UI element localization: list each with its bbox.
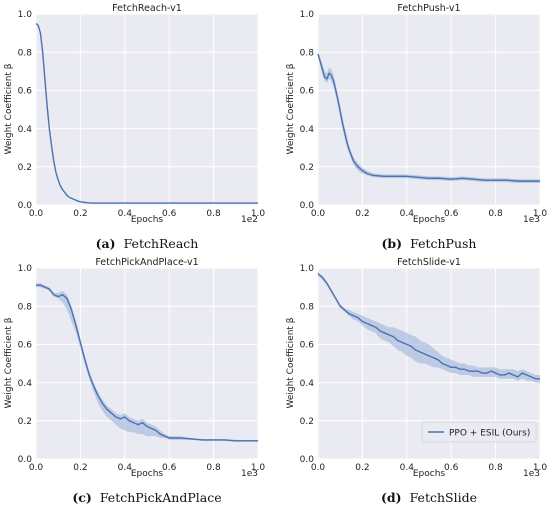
y-axis-label: Weight Coefficient β bbox=[286, 63, 296, 154]
series-line bbox=[317, 53, 540, 182]
caption-d: (d) FetchSlide bbox=[381, 490, 477, 505]
chart-title: FetchSlide-v1 bbox=[397, 257, 461, 268]
y-tick-label: 0.4 bbox=[300, 379, 315, 389]
x-scale-label: 1e3 bbox=[241, 469, 258, 479]
series-line bbox=[35, 23, 258, 204]
y-tick-label: 0.2 bbox=[18, 163, 32, 173]
y-tick-label: 0.4 bbox=[18, 379, 33, 389]
y-tick-label: 1.0 bbox=[18, 264, 33, 274]
legend-entry: PPO + ESIL (Ours) bbox=[449, 429, 530, 439]
caption-b: (b) FetchPush bbox=[382, 236, 477, 251]
caption-c: (c) FetchPickAndPlace bbox=[72, 490, 221, 505]
panel-c: FetchPickAndPlace-v1 0.00.20.40.60.81.0 … bbox=[4, 257, 265, 479]
caption-a: (a) FetchReach bbox=[96, 236, 199, 251]
x-scale-label: 1e3 bbox=[523, 215, 540, 225]
y-tick-label: 0.6 bbox=[18, 341, 33, 351]
y-tick-label: 0.8 bbox=[18, 48, 33, 58]
legend-box bbox=[421, 421, 537, 443]
y-tick-label: 0.4 bbox=[18, 125, 33, 135]
legend: PPO + ESIL (Ours) bbox=[421, 421, 537, 443]
x-tick-label: 0.2 bbox=[355, 209, 369, 219]
panel-b: FetchPush-v1 0.0 0.2 0.4 0.6 0.8 1.0 0.0 0.2 0.… bbox=[286, 3, 547, 225]
x-tick-label: 0.0 bbox=[29, 463, 44, 473]
caption-letter: (b) bbox=[382, 236, 403, 251]
x-axis-label: Epochs bbox=[413, 215, 446, 225]
y-tick-label: 0.6 bbox=[300, 87, 315, 97]
y-axis-label: Weight Coefficient β bbox=[4, 317, 14, 408]
x-tick-label: 0.4 bbox=[118, 463, 133, 473]
plot-area bbox=[36, 14, 258, 205]
x-tick-label: 0.4 bbox=[118, 209, 133, 219]
confidence-band bbox=[318, 271, 540, 383]
panel-d: FetchSlide-v1 0.0 0.2 0.4 0.6 0.8 1.0 0.0 0.2 0… bbox=[286, 257, 547, 479]
x-tick-label: 1.0 bbox=[251, 209, 266, 219]
caption-text: FetchReach bbox=[124, 236, 199, 251]
x-tick-label: 0.8 bbox=[206, 209, 221, 219]
x-axis-label: Epochs bbox=[413, 469, 446, 479]
panel-a: FetchReach-v1 0.0 0.2 0.4 0.6 0.8 1.0 0.0 0.2 0… bbox=[4, 3, 265, 225]
x-scale-label: 1e3 bbox=[523, 469, 540, 479]
x-tick-label: 0.2 bbox=[73, 209, 87, 219]
caption-text: FetchPickAndPlace bbox=[100, 490, 222, 505]
y-tick-label: 0.0 bbox=[300, 201, 315, 211]
x-tick-label: 0.0 bbox=[29, 209, 44, 219]
y-tick-label: 0.0 bbox=[18, 455, 33, 465]
x-tick-label: 0.6 bbox=[444, 463, 459, 473]
x-scale-label: 1e2 bbox=[241, 215, 258, 225]
caption-text: FetchSlide bbox=[410, 490, 477, 505]
y-axis-label: Weight Coefficient β bbox=[286, 317, 296, 408]
x-tick-label: 1.0 bbox=[533, 463, 548, 473]
chart-title: FetchPickAndPlace-v1 bbox=[95, 257, 198, 268]
y-tick-label: 0.6 bbox=[18, 87, 33, 97]
y-tick-label: 0.2 bbox=[18, 417, 32, 427]
caption-text: FetchPush bbox=[410, 236, 476, 251]
y-axis-label: Weight Coefficient β bbox=[4, 63, 14, 154]
y-tick-label: 0.8 bbox=[300, 302, 315, 312]
x-tick-label: 0.2 bbox=[355, 463, 369, 473]
x-tick-label: 1.0 bbox=[251, 463, 266, 473]
x-tick-label: 0.4 bbox=[400, 209, 415, 219]
x-axis-label: Epochs bbox=[131, 215, 164, 225]
y-tick-label: 0.8 bbox=[18, 302, 33, 312]
x-tick-label: 0.6 bbox=[162, 209, 177, 219]
caption-letter: (a) bbox=[96, 236, 116, 251]
y-tick-label: 0.4 bbox=[300, 125, 315, 135]
series-line bbox=[317, 273, 540, 380]
y-tick-label: 0.0 bbox=[300, 455, 315, 465]
x-tick-label: 0.8 bbox=[488, 209, 503, 219]
x-tick-label: 0.0 bbox=[311, 209, 326, 219]
caption-letter: (c) bbox=[72, 490, 91, 505]
x-axis-label: Epochs bbox=[131, 469, 164, 479]
x-tick-label: 0.2 bbox=[73, 463, 87, 473]
y-tick-label: 1.0 bbox=[18, 10, 33, 20]
chart-title: FetchReach-v1 bbox=[112, 3, 182, 14]
x-tick-label: 0.8 bbox=[206, 463, 221, 473]
y-tick-label: 1.0 bbox=[300, 10, 315, 20]
chart-title: FetchPush-v1 bbox=[397, 3, 460, 14]
series-line bbox=[36, 284, 258, 442]
x-tick-label: 0.8 bbox=[488, 463, 503, 473]
y-tick-label: 0.6 bbox=[300, 341, 315, 351]
caption-letter: (d) bbox=[381, 490, 402, 505]
x-tick-label: 0.6 bbox=[444, 209, 459, 219]
y-tick-label: 1.0 bbox=[300, 264, 315, 274]
y-tick-label: 0.2 bbox=[300, 163, 314, 173]
y-tick-label: 0.0 bbox=[18, 201, 33, 211]
y-tick-label: 0.8 bbox=[300, 48, 315, 58]
x-tick-label: 1.0 bbox=[533, 209, 548, 219]
x-tick-label: 0.6 bbox=[162, 463, 177, 473]
x-tick-label: 0.0 bbox=[311, 463, 326, 473]
plot-area bbox=[318, 14, 540, 205]
x-tick-label: 0.4 bbox=[400, 463, 415, 473]
y-tick-label: 0.2 bbox=[300, 417, 314, 427]
